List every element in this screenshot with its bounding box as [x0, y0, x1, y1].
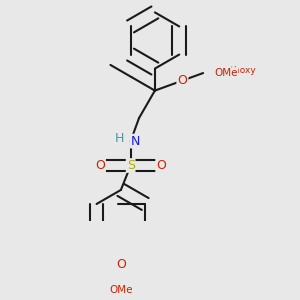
Text: N: N	[130, 135, 140, 148]
Text: O: O	[178, 74, 188, 87]
Text: OMe: OMe	[214, 68, 238, 78]
Text: O: O	[178, 74, 188, 87]
Text: O: O	[95, 159, 105, 172]
Text: OMe: OMe	[109, 285, 133, 295]
Text: O: O	[156, 159, 166, 172]
Text: methoxy: methoxy	[217, 66, 256, 75]
Text: S: S	[127, 159, 135, 172]
Text: H: H	[115, 132, 124, 145]
Text: O: O	[116, 258, 126, 271]
